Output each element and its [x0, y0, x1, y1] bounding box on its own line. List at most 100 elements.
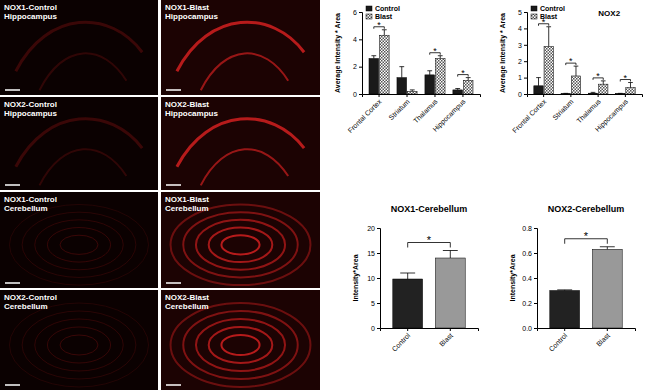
scale-bar [166, 282, 181, 284]
error-bar-stem [538, 78, 539, 86]
x-tick-mark [407, 94, 408, 97]
error-bar-stem [468, 78, 469, 81]
y-tick: 3 [518, 42, 527, 49]
legend-item: Blast [531, 13, 558, 20]
tissue-outline [16, 119, 142, 167]
chart: 012345Frontal CortexStriatumThalamusHipp… [499, 5, 643, 134]
y-tick-mark [359, 94, 362, 95]
y-axis-line [524, 13, 528, 95]
panel-label: Cerebellum [165, 204, 209, 213]
x-axis: Frontal CortexStriatumThalamusHippocampu… [511, 94, 642, 134]
plot-area [393, 251, 465, 329]
y-tick-mark [359, 67, 362, 68]
y-tick-label: 6 [353, 9, 357, 16]
plot-area [550, 247, 622, 328]
y-tick-mark [534, 228, 537, 229]
x-tick-label: Control [390, 331, 411, 352]
y-tick-mark [377, 303, 380, 304]
x-tick: Thalamus [575, 94, 602, 124]
y-tick-label: 0.0 [522, 325, 532, 332]
y-axis: 012345 [518, 9, 527, 98]
x-tick-mark [570, 94, 571, 97]
legend-swatch [531, 14, 537, 19]
x-tick: Frontal Cortex [346, 94, 383, 134]
bar [397, 78, 407, 94]
tissue-texture [171, 303, 311, 387]
chart-title: NOX2-Cerebellum [548, 204, 625, 214]
scale-bar [5, 282, 20, 284]
tissue-outline [177, 119, 304, 167]
legend-label: Blast [540, 13, 558, 20]
bar [550, 291, 580, 329]
error-bar-cap [399, 66, 404, 67]
bar [616, 93, 625, 94]
tissue-outline [60, 235, 98, 254]
panel-label: NOX2-Blast [165, 293, 209, 302]
error-bar-cap [618, 93, 623, 94]
y-tick: 4 [518, 25, 527, 32]
y-tick: 20 [367, 225, 380, 232]
significance-label: * [427, 234, 432, 246]
error-bar-cap [546, 26, 551, 27]
bar [561, 93, 570, 94]
panel-label: Cerebellum [4, 204, 48, 213]
y-tick-mark [524, 45, 527, 46]
panel-label: NOX1-Control [4, 3, 57, 12]
error-bar-cap [600, 246, 615, 247]
y-axis-title: Average Intensity * Area [334, 13, 342, 93]
panel-label: NOX1-Control [4, 195, 57, 204]
x-axis: ControlBlast [381, 328, 479, 353]
panel-label: Hippocampus [4, 109, 57, 118]
panel-background [0, 290, 158, 390]
error-bar [382, 30, 387, 35]
scale-bar [166, 89, 181, 91]
error-bar-cap [591, 92, 596, 93]
x-tick-label: Thalamus [412, 97, 439, 124]
y-tick: 0.0 [522, 325, 537, 332]
y-axis-line [377, 229, 381, 329]
y-tick: 5 [518, 9, 527, 16]
significance-label: * [433, 46, 437, 56]
x-tick-mark [607, 328, 608, 331]
chart: 0246Frontal CortexStriatumThalamusHippoc… [334, 5, 481, 134]
y-tick-label: 4 [518, 25, 522, 32]
x-tick: Frontal Cortex [511, 94, 548, 134]
y-tick-label: 3 [518, 42, 522, 49]
y-tick-label: 2 [353, 63, 357, 70]
error-bar-cap [557, 289, 572, 290]
tissue-outline [221, 235, 259, 254]
micrograph-panel: NOX2-BlastHippocampus [161, 97, 320, 190]
tissue-texture [16, 22, 142, 90]
y-tick-mark [359, 39, 362, 40]
tissue-outline [183, 212, 297, 277]
y-tick-mark [377, 328, 380, 329]
y-tick: 2 [518, 58, 527, 65]
tissue-outline [47, 228, 110, 263]
panel-label: Cerebellum [4, 302, 48, 311]
error-bar [410, 90, 415, 91]
x-tick-label: Hippocampus [594, 97, 630, 133]
y-axis-title: Intensity*Area [352, 254, 360, 301]
micrograph-panel: NOX2-ControlCerebellum [0, 290, 158, 390]
tissue-texture [177, 22, 304, 90]
error-bar-stem [440, 56, 441, 59]
bar [463, 80, 473, 94]
y-tick-label: 5 [371, 300, 375, 307]
legend-swatch [366, 14, 372, 19]
x-tick-mark [625, 94, 626, 97]
scale-bar [5, 184, 20, 186]
bar [599, 84, 608, 94]
panel-background [0, 97, 158, 190]
x-tick-mark [379, 94, 380, 97]
y-tick-label: 20 [367, 225, 375, 232]
x-axis: Frontal CortexStriatumThalamusHippocampu… [346, 94, 480, 134]
significance-label: * [461, 68, 465, 78]
x-tick-label: Striatum [387, 98, 410, 121]
error-bar-stem [548, 27, 549, 47]
legend: ControlBlast [366, 5, 400, 20]
bar [592, 249, 622, 328]
micrograph-panel: NOX1-BlastCerebellum [161, 192, 320, 288]
y-tick-mark [524, 94, 527, 95]
y-tick-label: 0 [353, 91, 357, 98]
tissue-outline [22, 212, 136, 277]
